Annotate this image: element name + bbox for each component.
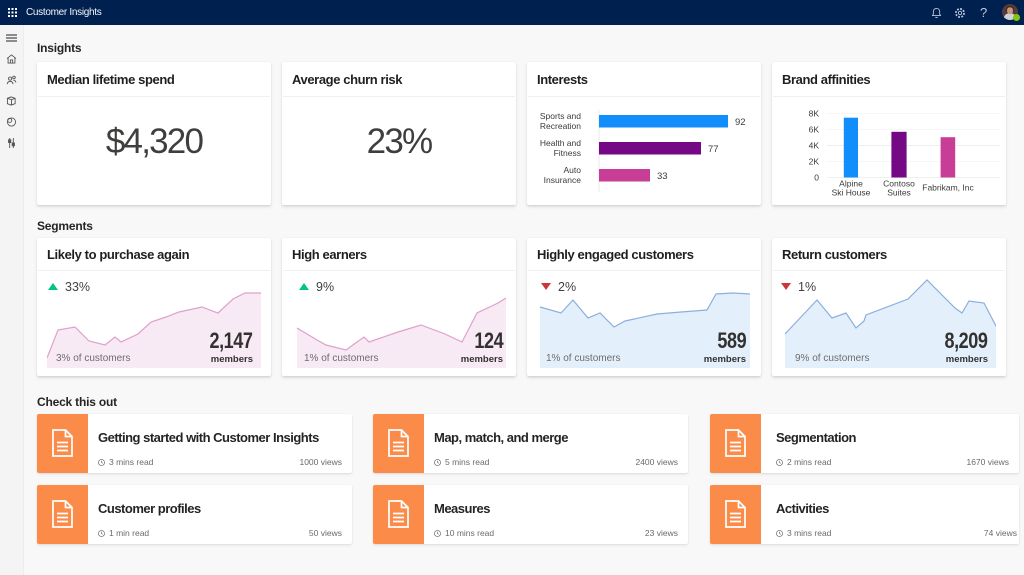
svg-text:Contoso: Contoso — [883, 179, 915, 189]
svg-text:6K: 6K — [809, 125, 820, 135]
svg-text:8K: 8K — [809, 109, 820, 119]
svg-text:Recreation: Recreation — [540, 121, 581, 131]
svg-text:Sports and: Sports and — [540, 111, 581, 121]
svg-text:33: 33 — [657, 171, 668, 182]
svg-text:Ski House: Ski House — [832, 188, 871, 198]
svg-text:Auto: Auto — [564, 165, 582, 175]
svg-text:77: 77 — [708, 144, 719, 155]
svg-text:Alpine: Alpine — [839, 179, 863, 189]
svg-text:0: 0 — [814, 173, 819, 183]
svg-text:Insurance: Insurance — [544, 175, 582, 185]
svg-text:Suites: Suites — [887, 188, 911, 198]
svg-text:2K: 2K — [809, 157, 820, 167]
svg-text:Health and: Health and — [540, 138, 581, 148]
svg-text:Fitness: Fitness — [554, 148, 581, 158]
svg-text:4K: 4K — [809, 141, 820, 151]
svg-text:Fabrikam, Inc: Fabrikam, Inc — [922, 183, 974, 193]
svg-text:92: 92 — [735, 117, 746, 128]
